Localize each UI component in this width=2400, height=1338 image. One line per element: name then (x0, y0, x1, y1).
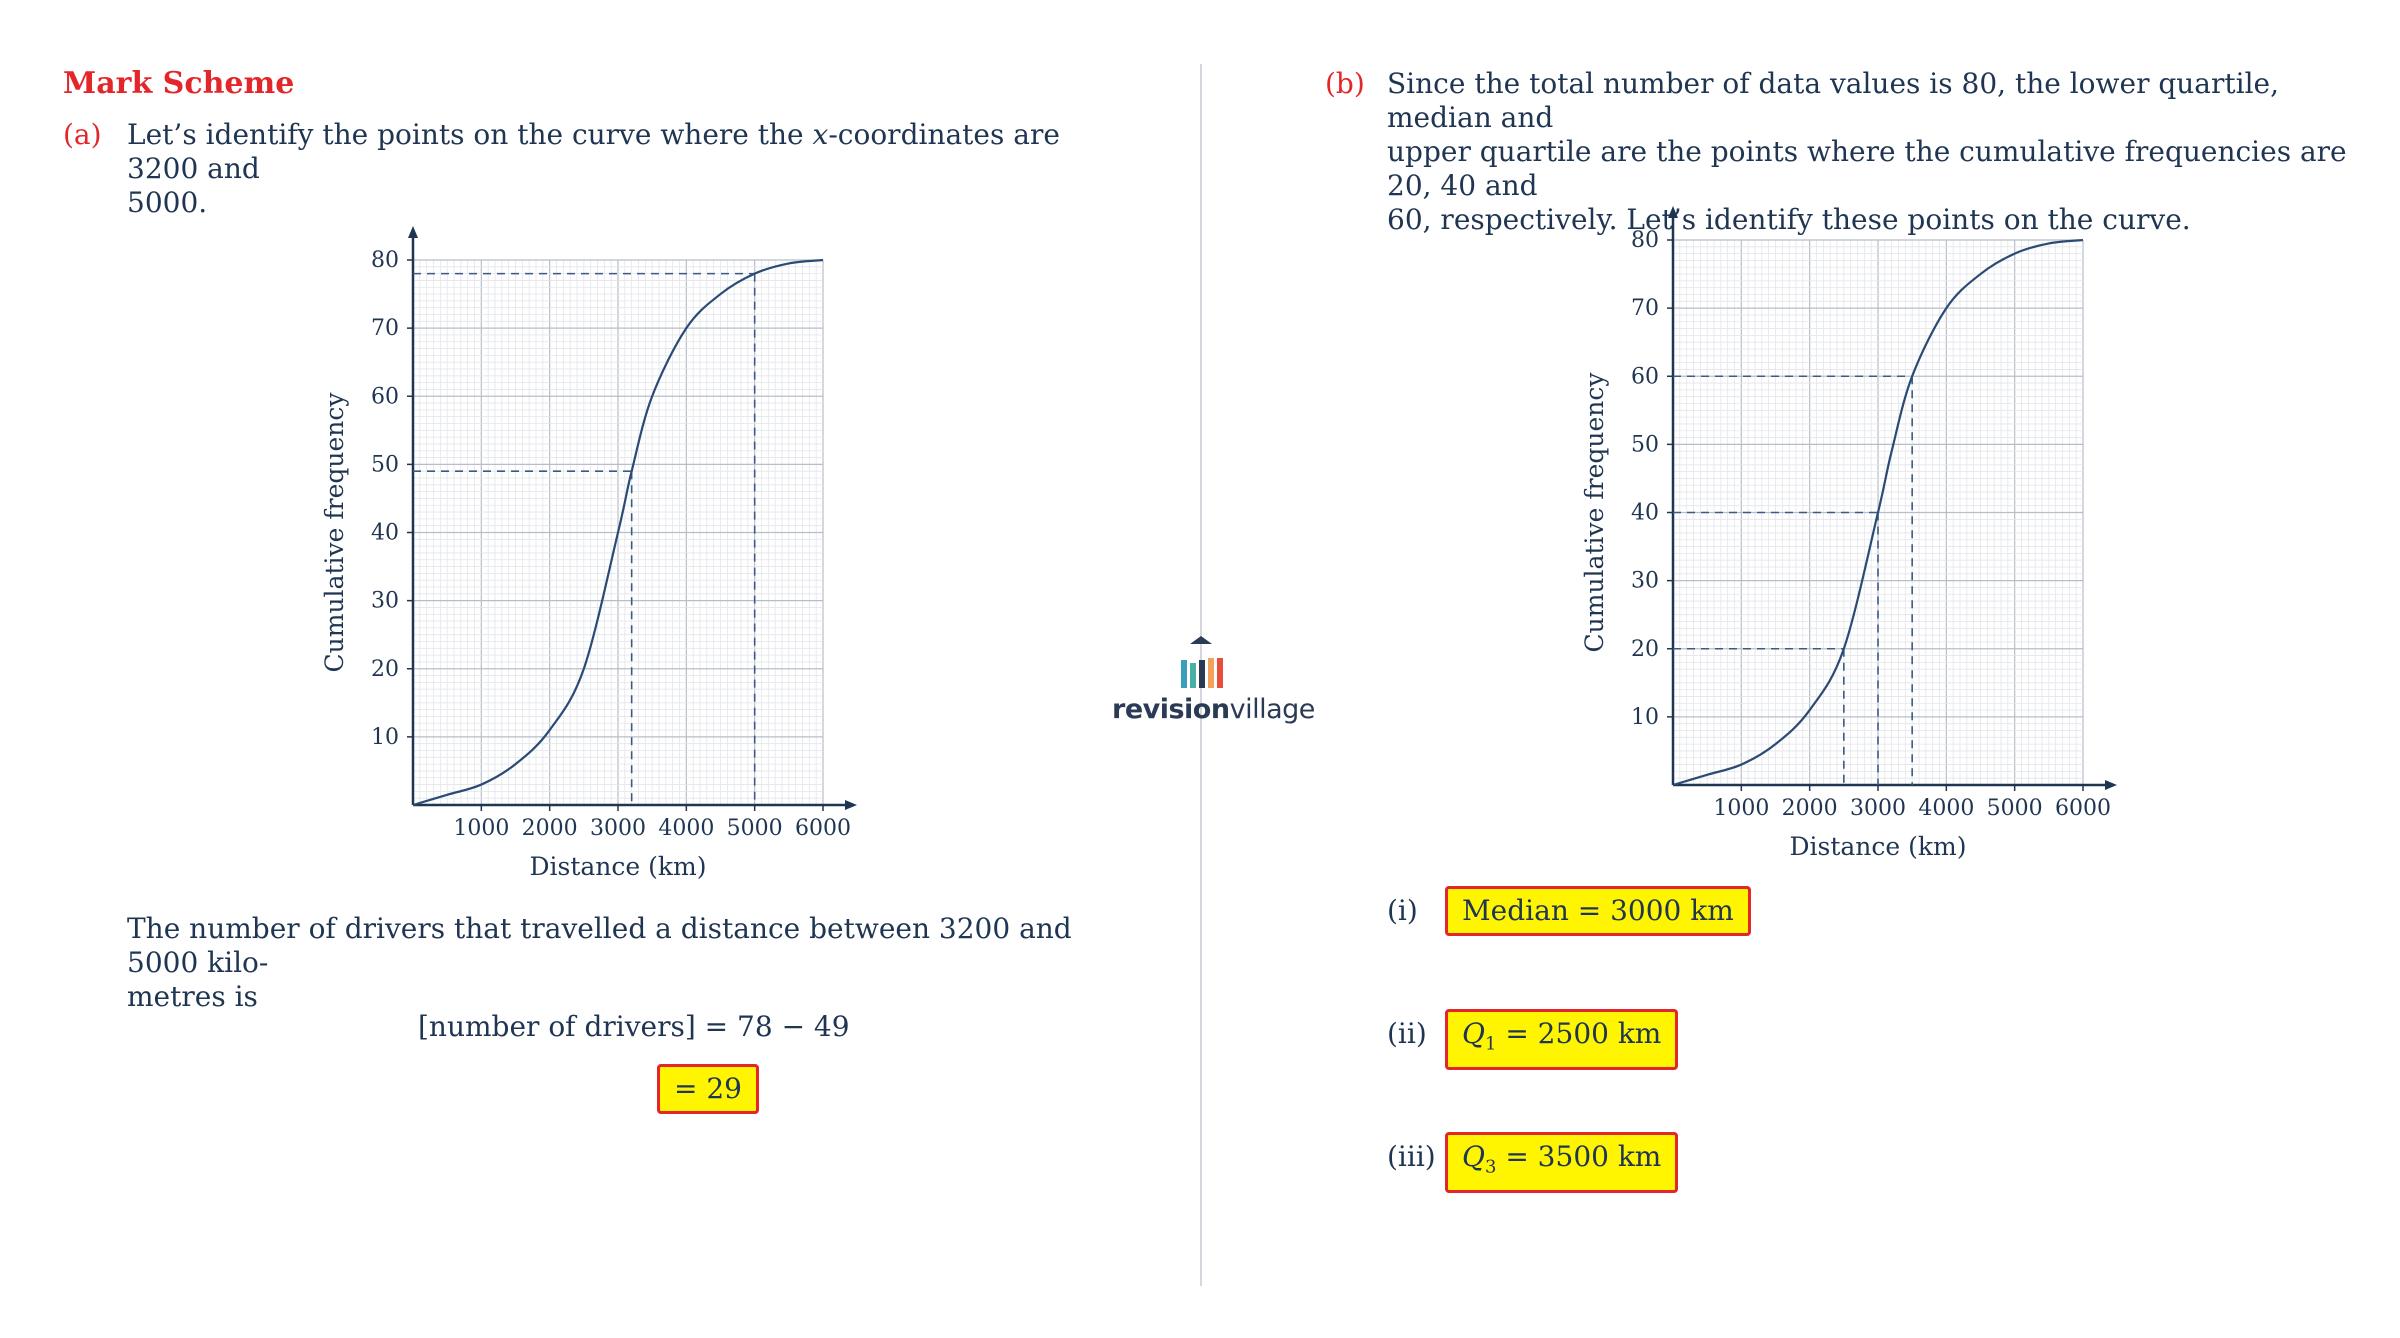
y-tick-label: 50 (371, 452, 399, 477)
logo-word-light: village (1229, 694, 1316, 725)
answer-ii-label: (ii) (1387, 1017, 1427, 1050)
x-axis-arrow (845, 800, 857, 810)
x-tick-label: 6000 (2055, 796, 2111, 821)
y-axis-arrow (1668, 206, 1678, 218)
y-tick-label: 50 (1631, 432, 1659, 457)
answer-i-text: Median = 3000 km (1462, 894, 1734, 927)
y-tick-label: 10 (371, 725, 399, 750)
x-tick-label: 3000 (1850, 796, 1906, 821)
answer-iii-var: Q (1462, 1140, 1485, 1173)
part-a-conclusion-line1: The number of drivers that travelled a d… (127, 912, 1072, 979)
part-a-intro: Let’s identify the points on the curve w… (127, 118, 1087, 220)
x-axis-label: Distance (km) (529, 852, 706, 881)
x-tick-label: 2000 (522, 816, 578, 841)
part-b-label-text: (b) (1325, 67, 1365, 100)
revision-village-logo: revisionvillage (1110, 636, 1315, 736)
part-a-intro-pre: Let’s identify the points on the curve w… (127, 118, 813, 151)
part-a-equation: [number of drivers] = 78 − 49 (418, 1010, 850, 1043)
x-tick-label: 6000 (795, 816, 851, 841)
part-a-conclusion: The number of drivers that travelled a d… (127, 912, 1087, 1014)
answer-ii-box: Q1 = 2500 km (1445, 1009, 1679, 1070)
y-axis-label: Cumulative frequency (320, 392, 349, 673)
cumulative-frequency-chart-b: 1000 2000 3000 4000 5000 6000 10 20 30 40 50 60 70 80… (1580, 206, 2117, 861)
logo-word-bold: revision (1112, 694, 1230, 725)
x-axis-arrow (2105, 780, 2117, 790)
x-tick-label: 4000 (1918, 796, 1974, 821)
answer-i-label: (i) (1387, 894, 1418, 927)
y-tick-label: 20 (1631, 637, 1659, 662)
x-tick-label: 4000 (658, 816, 714, 841)
part-b-intro-line2: upper quartile are the points where the … (1387, 135, 2347, 202)
y-tick-label: 10 (1631, 705, 1659, 730)
part-b-intro-line3: 60, respectively. Let’s identify these p… (1387, 203, 2191, 236)
part-a-label-text: (a) (63, 118, 102, 151)
y-tick-label: 40 (371, 521, 399, 546)
y-tick-label: 60 (1631, 364, 1659, 389)
y-axis-arrow (408, 226, 418, 238)
cumulative-frequency-curve-b (1672, 238, 2084, 787)
y-tick-label: 80 (371, 248, 399, 273)
x-tick-label: 5000 (727, 816, 783, 841)
part-a-answer-box: = 29 (657, 1064, 759, 1114)
cumulative-frequency-chart-a: 1000 2000 3000 4000 5000 6000 10 20 30 40 50 60 70 80… (320, 226, 857, 881)
x-axis-label: Distance (km) (1789, 832, 1966, 861)
answer-i-box: Median = 3000 km (1445, 886, 1751, 936)
y-tick-label: 70 (371, 316, 399, 341)
logo-books-icon (1181, 636, 1223, 688)
x-tick-label: 2000 (1782, 796, 1838, 821)
part-a-intro-post: -coordinates are 3200 and (127, 118, 1060, 185)
part-a-conclusion-line2: metres is (127, 980, 258, 1013)
answer-iii-box: Q3 = 3500 km (1445, 1132, 1679, 1193)
answer-iii-sub: 3 (1484, 1156, 1497, 1178)
cumulative-frequency-curve-a (412, 258, 824, 807)
part-b-label: (b) (1325, 67, 1365, 101)
mark-scheme-heading: Mark Scheme (63, 66, 295, 101)
x-tick-label: 3000 (590, 816, 646, 841)
logo-wordmark: revisionvillage (1112, 694, 1315, 725)
answer-iii-text: = 3500 km (1496, 1140, 1662, 1173)
y-tick-label: 30 (1631, 569, 1659, 594)
y-tick-label: 70 (1631, 296, 1659, 321)
x-tick-label: 1000 (1713, 796, 1769, 821)
x-tick-label: 5000 (1987, 796, 2043, 821)
part-a-intro-line1: Let’s identify the points on the curve w… (127, 118, 1087, 186)
part-b-intro: Since the total number of data values is… (1387, 67, 2387, 237)
y-tick-label: 20 (371, 657, 399, 682)
part-b-intro-line1: Since the total number of data values is… (1387, 67, 2280, 134)
part-a-intro-var: x (812, 118, 829, 151)
answer-ii-var: Q (1462, 1017, 1485, 1050)
part-a-intro-line2: 5000. (127, 186, 208, 219)
y-tick-label: 30 (371, 589, 399, 614)
y-tick-label: 80 (1631, 228, 1659, 253)
x-tick-label: 1000 (453, 816, 509, 841)
part-a-label: (a) (63, 118, 102, 152)
y-tick-label: 40 (1631, 501, 1659, 526)
answer-ii-text: = 2500 km (1496, 1017, 1662, 1050)
y-tick-label: 60 (371, 384, 399, 409)
answer-ii-sub: 1 (1484, 1033, 1497, 1055)
y-axis-label: Cumulative frequency (1580, 372, 1609, 653)
answer-iii-label: (iii) (1387, 1140, 1436, 1173)
